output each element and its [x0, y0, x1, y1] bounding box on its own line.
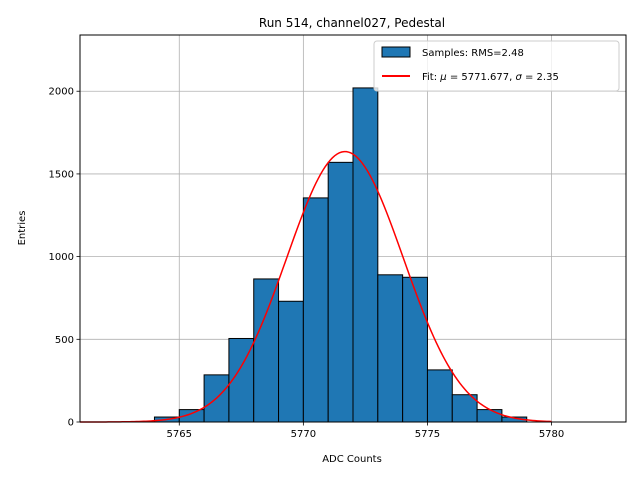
legend-fit-label: Fit: μ = 5771.677, σ = 2.35: [422, 72, 559, 83]
histogram-bar: [327, 161, 354, 423]
y-tick-label: 500: [55, 335, 74, 346]
y-axis-label: Entries: [17, 211, 28, 246]
legend-samples-label: Samples: RMS=2.48: [422, 48, 524, 59]
histogram-bar: [253, 278, 280, 423]
histogram-bar: [377, 274, 404, 423]
y-axis-ticks: 0 500 1000 1500 2000: [49, 87, 80, 429]
y-tick-label: 1000: [49, 252, 74, 263]
histogram-bar: [476, 409, 503, 423]
x-tick-label: 5770: [291, 429, 316, 440]
legend: Samples: RMS=2.48 Fit: μ = 5771.677, σ =…: [373, 40, 620, 92]
chart-title: Run 514, channel027, Pedestal: [259, 16, 445, 30]
y-tick-label: 2000: [49, 87, 74, 98]
x-axis-ticks: 5765 5770 5775 5780: [167, 422, 564, 440]
x-axis-label: ADC Counts: [322, 454, 382, 465]
legend-sigma-symbol: σ: [515, 72, 522, 83]
histogram-bar: [402, 276, 428, 423]
fit-curve: [80, 150, 552, 423]
legend-mu-symbol: μ: [439, 72, 446, 83]
legend-box: [373, 40, 620, 92]
y-tick-label: 1500: [49, 169, 74, 180]
plot-frame: [79, 34, 627, 423]
histogram-bar: [302, 197, 329, 423]
histogram-bar: [426, 369, 453, 423]
y-tick-label: 0: [68, 418, 74, 429]
histogram-bars: [153, 87, 528, 423]
histogram-bar: [352, 87, 379, 423]
legend-fit-prefix: Fit:: [422, 72, 440, 83]
legend-mu-value: = 5771.677,: [447, 72, 516, 83]
legend-samples-swatch: [381, 46, 411, 58]
histogram-bar: [278, 300, 304, 423]
x-tick-label: 5765: [167, 429, 192, 440]
x-tick-label: 5780: [539, 429, 564, 440]
x-tick-label: 5775: [415, 429, 440, 440]
legend-sigma-value: = 2.35: [522, 72, 559, 83]
